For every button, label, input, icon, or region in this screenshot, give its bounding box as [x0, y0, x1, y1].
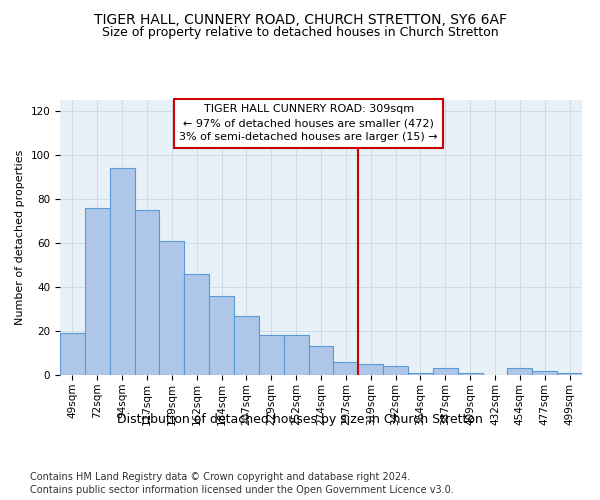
- Text: Contains HM Land Registry data © Crown copyright and database right 2024.: Contains HM Land Registry data © Crown c…: [30, 472, 410, 482]
- Bar: [383, 366, 408, 375]
- Bar: [532, 370, 557, 375]
- Bar: [259, 336, 284, 375]
- Bar: [184, 274, 209, 375]
- Text: Distribution of detached houses by size in Church Stretton: Distribution of detached houses by size …: [117, 412, 483, 426]
- Bar: [334, 362, 358, 375]
- Bar: [458, 373, 482, 375]
- Bar: [134, 210, 160, 375]
- Bar: [308, 346, 334, 375]
- Bar: [433, 368, 458, 375]
- Text: Size of property relative to detached houses in Church Stretton: Size of property relative to detached ho…: [101, 26, 499, 39]
- Bar: [284, 336, 308, 375]
- Text: TIGER HALL, CUNNERY ROAD, CHURCH STRETTON, SY6 6AF: TIGER HALL, CUNNERY ROAD, CHURCH STRETTO…: [94, 12, 506, 26]
- Bar: [408, 373, 433, 375]
- Y-axis label: Number of detached properties: Number of detached properties: [15, 150, 25, 325]
- Bar: [234, 316, 259, 375]
- Bar: [557, 373, 582, 375]
- Text: TIGER HALL CUNNERY ROAD: 309sqm
← 97% of detached houses are smaller (472)
3% of: TIGER HALL CUNNERY ROAD: 309sqm ← 97% of…: [179, 104, 438, 142]
- Bar: [160, 241, 184, 375]
- Bar: [358, 364, 383, 375]
- Bar: [85, 208, 110, 375]
- Bar: [60, 333, 85, 375]
- Bar: [508, 368, 532, 375]
- Bar: [209, 296, 234, 375]
- Text: Contains public sector information licensed under the Open Government Licence v3: Contains public sector information licen…: [30, 485, 454, 495]
- Bar: [110, 168, 134, 375]
